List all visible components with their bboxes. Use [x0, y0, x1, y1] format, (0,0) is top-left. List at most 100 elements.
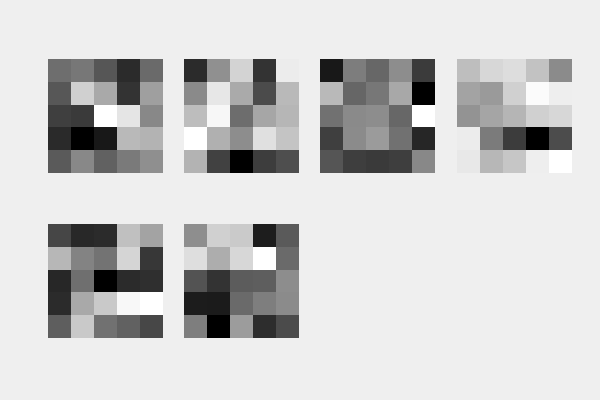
filter-cell [549, 150, 572, 173]
filter-cell [48, 269, 71, 293]
filter-cell [184, 246, 207, 270]
filter-cell [140, 315, 163, 338]
filter-cell [412, 150, 435, 173]
filter-2-tile [184, 59, 299, 173]
filter-cell [412, 59, 435, 82]
filter-cell [94, 59, 117, 82]
filter-cell [366, 127, 389, 151]
filter-cell [48, 150, 71, 173]
filter-cell [184, 150, 207, 173]
filter-cell [389, 81, 412, 105]
filter-cell [94, 269, 117, 293]
filter-cell [253, 127, 276, 151]
filter-cell [184, 292, 207, 316]
filter-cell [343, 150, 366, 173]
filter-cell [184, 315, 207, 338]
filter-cell [230, 127, 253, 151]
filter-cell [140, 246, 163, 270]
filter-cell [117, 292, 140, 316]
filter-cell [71, 59, 94, 82]
filter-cell [503, 104, 526, 128]
filter-cell [117, 81, 140, 105]
filter-cell [184, 81, 207, 105]
filter-cell [207, 81, 230, 105]
filter-cell [253, 292, 276, 316]
filter-cell [71, 150, 94, 173]
filter-cell [117, 150, 140, 173]
filter-cell [94, 315, 117, 338]
filter-cell [253, 150, 276, 173]
filter-cell [207, 127, 230, 151]
filter-cell [526, 150, 549, 173]
filter-cell [117, 224, 140, 247]
filter-cell [412, 81, 435, 105]
filter-cell [320, 59, 343, 82]
filter-cell [480, 104, 503, 128]
filter-cell [94, 224, 117, 247]
filter-cell [276, 81, 299, 105]
filter-cell [343, 127, 366, 151]
filter-cell [117, 246, 140, 270]
filter-cell [48, 59, 71, 82]
filter-cell [503, 59, 526, 82]
filter-cell [94, 246, 117, 270]
filter-cell [48, 246, 71, 270]
filter-cell [389, 150, 412, 173]
filter-cell [71, 224, 94, 247]
filter-cell [253, 224, 276, 247]
filter-cell [207, 104, 230, 128]
filter-5-tile [48, 224, 163, 338]
filter-cell [320, 150, 343, 173]
filter-cell [343, 104, 366, 128]
filter-cell [230, 59, 253, 82]
filter-cell [480, 81, 503, 105]
filter-cell [71, 104, 94, 128]
filter-cell [94, 292, 117, 316]
filter-cell [549, 127, 572, 151]
filter-cell [184, 269, 207, 293]
filter-cell [276, 315, 299, 338]
filter-cell [184, 59, 207, 82]
filter-cell [71, 292, 94, 316]
filter-cell [412, 127, 435, 151]
filter-cell [253, 81, 276, 105]
filter-cell [320, 127, 343, 151]
filter-6-tile [184, 224, 299, 338]
filter-cell [320, 104, 343, 128]
filter-cell [389, 59, 412, 82]
filter-cell [253, 104, 276, 128]
filter-cell [549, 104, 572, 128]
filter-cell [457, 150, 480, 173]
filter-cell [253, 59, 276, 82]
filter-cell [48, 104, 71, 128]
filter-cell [276, 150, 299, 173]
filter-cell [457, 81, 480, 105]
filter-cell [140, 224, 163, 247]
filter-cell [71, 127, 94, 151]
filter-cell [140, 104, 163, 128]
filter-cell [207, 59, 230, 82]
filter-cell [366, 104, 389, 128]
filter-cell [48, 127, 71, 151]
filter-cell [389, 127, 412, 151]
filter-cell [71, 315, 94, 338]
filter-cell [140, 269, 163, 293]
filter-cell [253, 269, 276, 293]
filter-cell [526, 81, 549, 105]
filter-cell [48, 315, 71, 338]
filter-cell [366, 150, 389, 173]
filter-cell [207, 315, 230, 338]
filter-cell [549, 59, 572, 82]
filter-cell [412, 104, 435, 128]
filter-cell [140, 59, 163, 82]
filter-cell [276, 224, 299, 247]
filter-cell [48, 224, 71, 247]
filter-1-tile [48, 59, 163, 173]
filter-cell [140, 292, 163, 316]
filter-cell [343, 81, 366, 105]
filter-cell [480, 127, 503, 151]
filter-cell [276, 246, 299, 270]
filter-cell [94, 104, 117, 128]
filter-cell [94, 81, 117, 105]
